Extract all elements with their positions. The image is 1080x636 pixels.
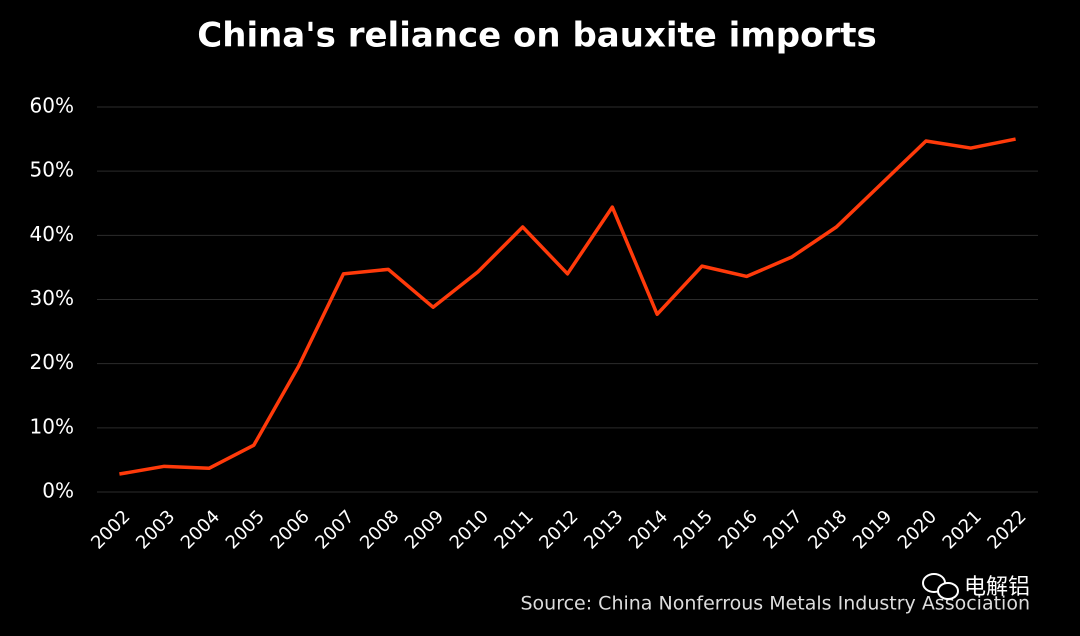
data-line — [119, 137, 1016, 476]
y-tick-label: 20% — [30, 350, 74, 374]
watermark-icon — [922, 573, 959, 600]
y-tick-label: 30% — [30, 286, 74, 310]
chart-title: China's reliance on bauxite imports — [197, 16, 876, 56]
y-tick-label: 60% — [30, 94, 74, 118]
source-note: Source: China Nonferrous Metals Industry… — [520, 593, 1030, 615]
y-tick-label: 50% — [30, 158, 74, 182]
y-tick-label: 10% — [30, 414, 74, 438]
y-tick-label: 0% — [42, 479, 74, 503]
watermark: 电解铝 — [964, 575, 1030, 600]
y-tick-label: 40% — [30, 222, 74, 246]
